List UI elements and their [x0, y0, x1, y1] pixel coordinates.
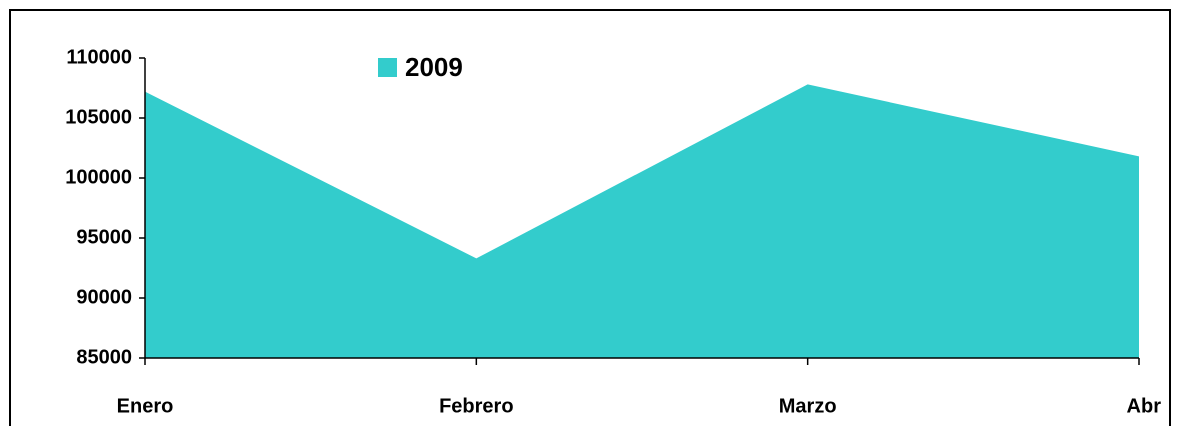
x-tick-label: Abr [1127, 395, 1162, 417]
legend-label: 2009 [405, 52, 463, 82]
y-tick-label: 85000 [76, 346, 132, 368]
legend-swatch [378, 58, 397, 77]
x-tick-label: Enero [117, 395, 174, 417]
x-tick-label: Marzo [779, 395, 837, 417]
y-tick-label: 110000 [66, 46, 132, 68]
y-tick-label: 95000 [76, 226, 132, 248]
y-tick-label: 100000 [65, 166, 132, 188]
y-tick-label: 90000 [76, 286, 132, 308]
y-tick-label: 105000 [65, 106, 132, 128]
area [145, 84, 1139, 359]
x-tick-label: Febrero [439, 395, 513, 417]
